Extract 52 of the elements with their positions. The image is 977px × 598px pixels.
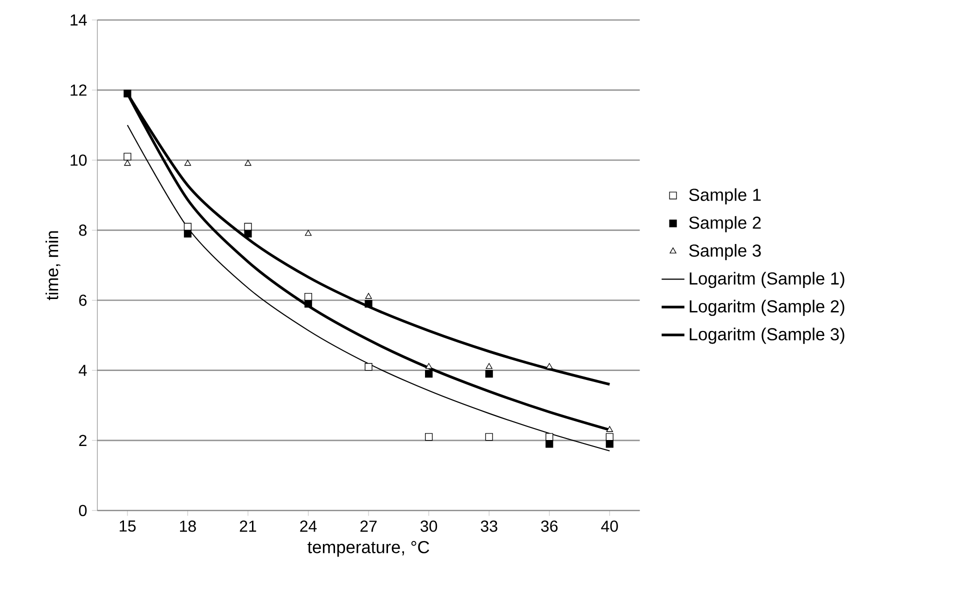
point: [546, 432, 554, 440]
y-tick-label: 6: [79, 294, 87, 306]
x-tick-label: 27: [360, 520, 377, 532]
x-tick-label: 40: [601, 520, 618, 532]
point: [244, 230, 252, 238]
point: [606, 426, 613, 432]
legend-label: Sample 2: [689, 216, 761, 232]
point: [606, 440, 614, 448]
legend-label: Logaritm (Sample 1): [690, 272, 844, 288]
point: [304, 292, 312, 300]
point: [244, 160, 252, 166]
point: [546, 362, 553, 369]
y-axis-title: time, min: [46, 231, 60, 300]
point: [304, 230, 312, 236]
x-tick-label: 36: [541, 520, 558, 532]
point: [364, 362, 372, 370]
point: [486, 362, 492, 369]
point: [124, 152, 132, 160]
point: [425, 432, 433, 440]
y-tick-label: 2: [79, 434, 86, 446]
point: [184, 160, 192, 166]
point: [124, 160, 131, 166]
y-tick-label: 14: [70, 14, 87, 26]
y-tick-label: 12: [70, 84, 86, 96]
legend-label: Logaritm (Sample 2): [690, 300, 844, 316]
y-tick-label: 0: [78, 504, 87, 516]
y-tick-label: 10: [70, 154, 87, 166]
point: [425, 362, 432, 369]
point: [124, 90, 132, 98]
point: [184, 230, 192, 238]
y-tick-label: 8: [79, 224, 87, 236]
point: [606, 432, 614, 440]
x-tick-label: 24: [300, 520, 317, 532]
legend-label: Sample 3: [689, 244, 761, 260]
point: [364, 300, 372, 308]
legend-label: Sample 1: [689, 188, 761, 204]
legend-label: Logaritm (Sample 3): [690, 327, 844, 344]
y-tick-label: 4: [78, 364, 87, 376]
point: [425, 370, 433, 378]
point: [485, 432, 493, 440]
x-axis-title: temperature, °C: [308, 540, 430, 556]
x-tick-label: 15: [120, 520, 136, 532]
point: [304, 300, 312, 308]
x-tick-label: 33: [480, 520, 498, 532]
point: [184, 222, 192, 230]
point: [546, 440, 554, 448]
x-tick-label: 21: [240, 520, 256, 532]
x-tick-label: 18: [180, 520, 196, 532]
x-tick-label: 30: [420, 520, 438, 532]
point: [485, 370, 493, 378]
point: [365, 292, 372, 299]
point: [244, 222, 252, 230]
